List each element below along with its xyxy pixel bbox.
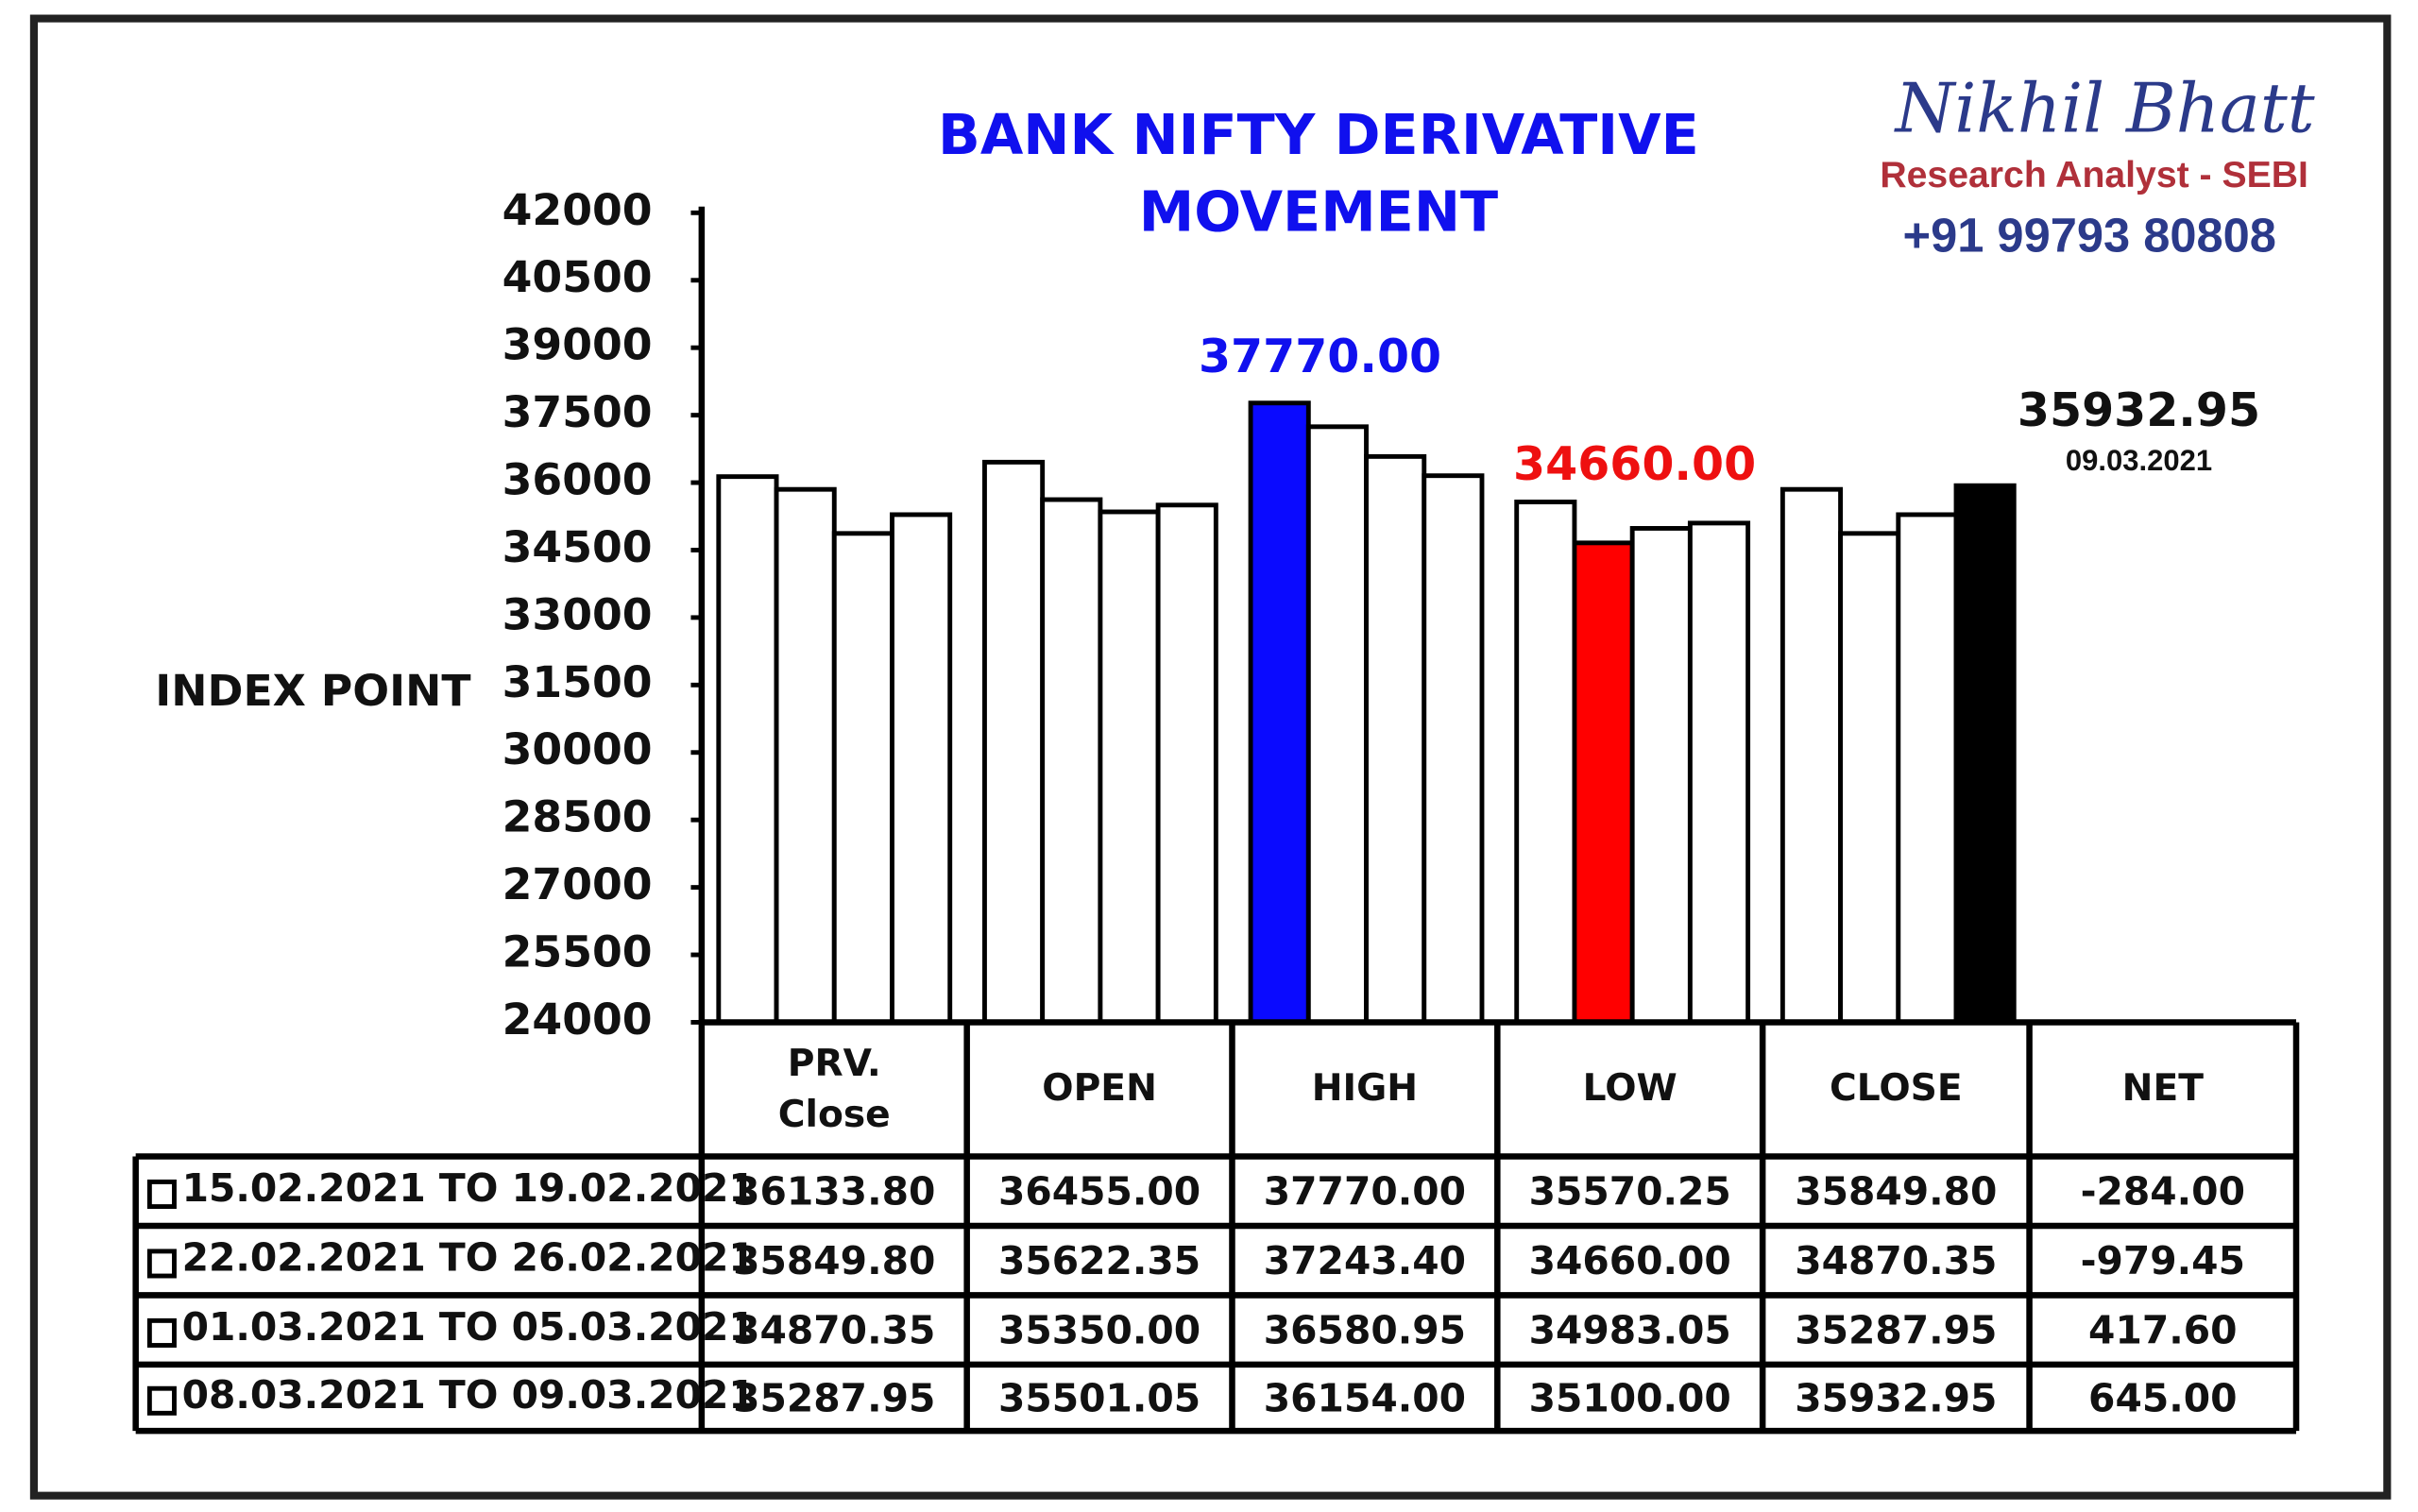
annotation: 35932.95: [2018, 383, 2260, 437]
bar: [1305, 424, 1369, 1025]
table-cell: 37243.40: [1264, 1238, 1466, 1283]
x-tick-label: LOW: [1583, 1067, 1677, 1110]
x-tick-label: CLOSE: [1830, 1067, 1963, 1110]
table-cell: 35849.80: [1795, 1169, 1997, 1215]
table-cell: 35570.25: [1529, 1169, 1731, 1215]
bar: [890, 512, 953, 1025]
y-tick-label: 27000: [502, 859, 653, 909]
table-cell: 35849.80: [733, 1238, 935, 1283]
table-cell: 645.00: [2088, 1375, 2237, 1420]
table-cell: 34870.35: [1795, 1238, 1997, 1283]
bar: [1155, 502, 1218, 1025]
y-tick-label: 31500: [502, 657, 653, 707]
y-tick-label: 39000: [502, 320, 653, 370]
table-cell: 35350.00: [998, 1307, 1200, 1352]
legend-marker: [146, 1179, 177, 1210]
table-cell: 36154.00: [1264, 1375, 1466, 1420]
bar: [1779, 486, 1844, 1025]
bar: [774, 486, 837, 1025]
table-cell: 36580.95: [1264, 1307, 1466, 1352]
bar: [1838, 531, 1901, 1025]
x-tick-label: HIGH: [1312, 1067, 1418, 1110]
table-cell: 35622.35: [998, 1238, 1200, 1283]
bar: [1896, 512, 1959, 1025]
row-label: 01.03.2021 TO 05.03.2021: [182, 1304, 756, 1350]
bar: [1953, 483, 2017, 1025]
legend-marker: [146, 1317, 177, 1348]
table-cell: 34870.35: [733, 1307, 935, 1352]
brand-name: Nikhil Bhatt: [1894, 68, 2315, 147]
chart-title: BANK NIFTY DERIVATIVE MOVEMENT: [938, 102, 1699, 245]
y-tick-label: 37500: [502, 387, 653, 437]
bar: [716, 474, 779, 1025]
table-cell: -284.00: [2081, 1169, 2245, 1215]
legend-marker: [146, 1385, 177, 1416]
bar: [982, 459, 1046, 1025]
y-tick-label: 36000: [502, 455, 653, 505]
x-tick-label: NET: [2122, 1067, 2205, 1110]
y-axis-label: INDEX POINT: [155, 666, 470, 716]
table-cell: 37770.00: [1264, 1169, 1466, 1215]
bar: [831, 531, 894, 1025]
table-cell: 35287.95: [733, 1375, 935, 1420]
x-tick-label: PRV. Close: [778, 1043, 891, 1136]
table-cell: 36133.80: [733, 1169, 935, 1215]
table-cell: 35287.95: [1795, 1307, 1997, 1352]
row-label: 08.03.2021 TO 09.03.2021: [182, 1372, 756, 1418]
y-tick-label: 40500: [502, 252, 653, 302]
bar: [1687, 520, 1751, 1025]
bar: [1422, 473, 1485, 1025]
table-cell: 35932.95: [1795, 1375, 1997, 1420]
brand-phone: +91 99793 80808: [1903, 208, 2276, 262]
annotation: 37770.00: [1199, 330, 1441, 383]
y-tick-label: 30000: [502, 724, 653, 774]
x-tick-label: OPEN: [1042, 1067, 1157, 1110]
bar: [1572, 540, 1635, 1025]
bar: [1514, 500, 1577, 1025]
legend-marker: [146, 1249, 177, 1279]
table-cell: 34660.00: [1529, 1238, 1731, 1283]
row-label: 15.02.2021 TO 19.02.2021: [182, 1165, 756, 1211]
bar: [1098, 509, 1161, 1025]
annotation: 34660.00: [1513, 437, 1756, 491]
table-cell: 417.60: [2088, 1307, 2237, 1352]
table-cell: -979.45: [2081, 1238, 2245, 1283]
bar: [1248, 400, 1311, 1025]
y-tick-label: 33000: [502, 589, 653, 639]
table-cell: 36455.00: [998, 1169, 1200, 1215]
table-cell: 34983.05: [1529, 1307, 1731, 1352]
table-cell: 35501.05: [998, 1375, 1200, 1420]
y-tick-label: 25500: [502, 927, 653, 977]
annotation-date: 09.03.2021: [2066, 444, 2212, 477]
bar: [1629, 526, 1693, 1025]
bar: [1364, 453, 1427, 1025]
y-tick-label: 42000: [502, 185, 653, 235]
brand-role: Research Analyst - SEBI: [1880, 155, 2308, 195]
y-tick-label: 34500: [502, 522, 653, 572]
y-tick-label: 28500: [502, 792, 653, 842]
table-cell: 35100.00: [1529, 1375, 1731, 1420]
y-tick-label: 24000: [502, 994, 653, 1045]
row-label: 22.02.2021 TO 26.02.2021: [182, 1235, 756, 1281]
bar: [1040, 497, 1103, 1025]
